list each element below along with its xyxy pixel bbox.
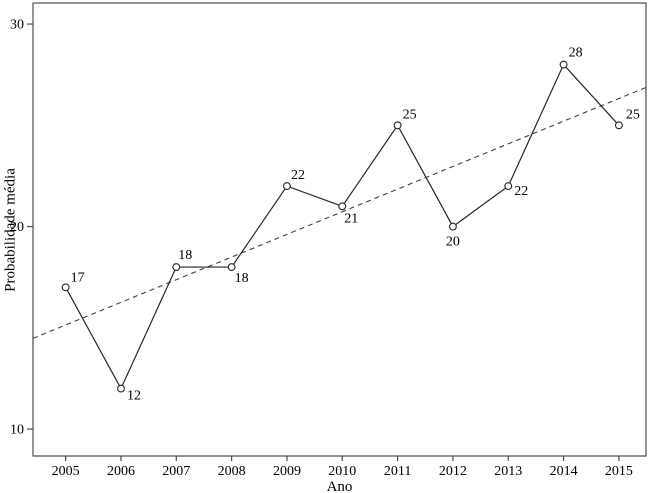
trend-line [32,86,647,339]
y-axis-tick-label: 30 [10,18,24,33]
data-point-label: 22 [291,168,305,183]
data-point-marker [559,60,568,69]
data-point-label: 25 [626,107,640,122]
y-axis-tick-label: 20 [10,220,24,235]
data-point-label: 25 [403,107,417,122]
y-axis-title: Probabilidade média [2,168,19,292]
data-point-label: 18 [178,248,192,263]
series-line [65,63,620,390]
x-axis-tick-label: 2012 [439,464,467,479]
data-point-marker [172,263,181,272]
data-point-marker [282,182,291,191]
data-point-label: 21 [344,211,358,226]
data-point-marker [227,263,236,272]
x-axis-tick-label: 2008 [218,464,246,479]
data-point-marker [393,121,402,130]
data-point-marker [448,222,457,231]
x-axis-tick-label: 2006 [107,464,135,479]
x-axis-tick-label: 2011 [384,464,411,479]
data-point-label: 18 [235,271,249,286]
x-axis-tick-label: 2013 [494,464,522,479]
y-axis-tick-label: 10 [10,423,24,438]
x-axis-tick-label: 2009 [273,464,301,479]
data-point-marker [614,121,623,130]
data-point-label: 20 [446,235,460,250]
x-axis-tick-label: 2010 [328,464,356,479]
x-axis-tick-label: 2007 [162,464,190,479]
x-axis-title: Ano [326,479,353,493]
x-axis-tick-label: 2014 [550,464,578,479]
data-point-label: 17 [71,270,85,285]
data-point-marker [338,202,347,211]
data-point-label: 22 [514,184,528,199]
plot-frame [32,2,647,457]
data-point-label: 12 [127,389,141,404]
data-point-marker [504,182,513,191]
data-point-label: 28 [569,46,583,61]
data-point-marker [117,384,125,393]
x-axis-tick-label: 2005 [52,464,80,479]
x-axis-tick-label: 2015 [605,464,633,479]
data-point-marker [61,283,70,292]
